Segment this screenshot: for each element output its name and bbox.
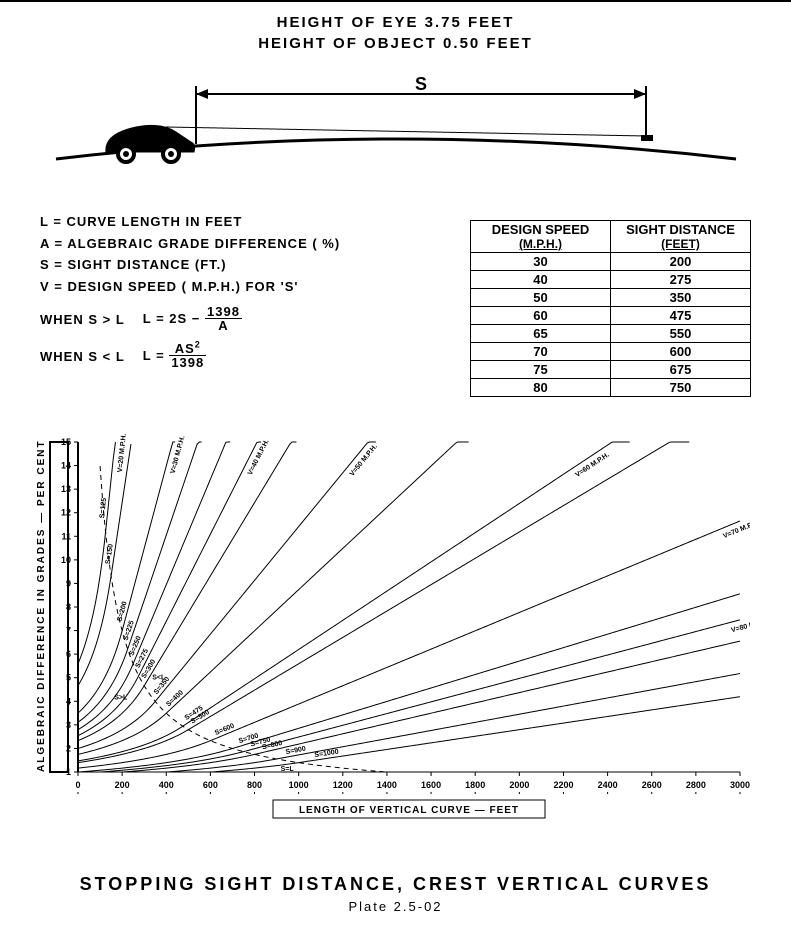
svg-text:1200: 1200: [333, 780, 353, 790]
svg-text:1800: 1800: [465, 780, 485, 790]
def-A: A = ALGEBRAIC GRADE DIFFERENCE ( %): [40, 234, 410, 254]
definitions: L = CURVE LENGTH IN FEET A = ALGEBRAIC G…: [40, 212, 410, 370]
svg-text:10: 10: [61, 555, 71, 565]
table-cell: 600: [611, 343, 751, 361]
formula-s-lt-l: WHEN S < L L = AS2 1398: [40, 343, 410, 370]
svg-text:1600: 1600: [421, 780, 441, 790]
crest-diagram: S: [46, 64, 746, 174]
car-icon: [105, 125, 194, 162]
svg-text:200: 200: [115, 780, 130, 790]
y-axis-label: ALGEBRAIC DIFFERENCE IN GRADES — PER CEN…: [36, 439, 47, 772]
table-cell: 675: [611, 361, 751, 379]
svg-text:V=80 M.P.H.: V=80 M.P.H.: [731, 618, 750, 635]
svg-text:1400: 1400: [377, 780, 397, 790]
svg-text:0: 0: [75, 780, 80, 790]
table-cell: 50: [471, 289, 611, 307]
table-row: 40275: [471, 271, 751, 289]
table-row: 65550: [471, 325, 751, 343]
formula-s-gt-l: WHEN S > L L = 2S − 1398 A: [40, 306, 410, 333]
th-distance: SIGHT DISTANCE (FEET): [611, 221, 751, 253]
svg-text:V=60 M.P.H.: V=60 M.P.H.: [574, 452, 610, 479]
svg-text:S=L: S=L: [281, 766, 295, 773]
header-line-2: HEIGHT OF OBJECT 0.50 FEET: [0, 33, 791, 54]
th-speed: DESIGN SPEED (M.P.H.): [471, 221, 611, 253]
plate-label: Plate 2.5-02: [0, 899, 791, 914]
page: HEIGHT OF EYE 3.75 FEET HEIGHT OF OBJECT…: [0, 0, 791, 932]
table-row: 60475: [471, 307, 751, 325]
object-block: [641, 135, 653, 141]
svg-text:V=40 M.P.H.: V=40 M.P.H.: [247, 438, 271, 476]
table-cell: 275: [611, 271, 751, 289]
svg-text:2200: 2200: [553, 780, 573, 790]
table-row: 70600: [471, 343, 751, 361]
table-cell: 200: [611, 253, 751, 271]
svg-text:400: 400: [159, 780, 174, 790]
chart: ALGEBRAIC DIFFERENCE IN GRADES — PER CEN…: [40, 432, 750, 832]
svg-text:800: 800: [247, 780, 262, 790]
table-row: 75675: [471, 361, 751, 379]
cond-1: WHEN S > L: [40, 310, 125, 330]
svg-text:11: 11: [61, 531, 71, 541]
def-S: S = SIGHT DISTANCE (FT.): [40, 255, 410, 275]
frac-1: 1398 A: [205, 305, 242, 332]
table-row: 80750: [471, 379, 751, 397]
svg-text:1000: 1000: [289, 780, 309, 790]
table-cell: 750: [611, 379, 751, 397]
table-cell: 75: [471, 361, 611, 379]
cond-2: WHEN S < L: [40, 347, 125, 367]
svg-text:V=70 M.P.H.: V=70 M.P.H.: [722, 519, 750, 540]
svg-text:2800: 2800: [686, 780, 706, 790]
svg-text:V=30 M.P.H.: V=30 M.P.H.: [170, 435, 187, 475]
frac-2: AS2 1398: [169, 342, 206, 369]
svg-text:LENGTH OF VERTICAL CURVE — FEE: LENGTH OF VERTICAL CURVE — FEET: [299, 805, 519, 816]
table-cell: 30: [471, 253, 611, 271]
svg-text:2000: 2000: [509, 780, 529, 790]
chart-svg: 1234567891011121314150200400600800100012…: [40, 432, 750, 832]
table-cell: 475: [611, 307, 751, 325]
header: HEIGHT OF EYE 3.75 FEET HEIGHT OF OBJECT…: [0, 2, 791, 54]
svg-text:12: 12: [61, 508, 71, 518]
table-cell: 350: [611, 289, 751, 307]
svg-text:S=900: S=900: [285, 746, 306, 757]
table-cell: 70: [471, 343, 611, 361]
s-label: S: [414, 74, 426, 94]
table-row: 50350: [471, 289, 751, 307]
svg-text:S<L: S<L: [152, 675, 166, 682]
table-cell: 80: [471, 379, 611, 397]
svg-text:2400: 2400: [598, 780, 618, 790]
def-L: L = CURVE LENGTH IN FEET: [40, 212, 410, 232]
svg-text:600: 600: [203, 780, 218, 790]
table-cell: 550: [611, 325, 751, 343]
sight-line: [166, 127, 646, 136]
table-cell: 65: [471, 325, 611, 343]
main-title: STOPPING SIGHT DISTANCE, CREST VERTICAL …: [0, 874, 791, 895]
table-cell: 60: [471, 307, 611, 325]
svg-text:13: 13: [61, 484, 71, 494]
sight-distance-table: DESIGN SPEED (M.P.H.) SIGHT DISTANCE (FE…: [470, 220, 751, 397]
formula-2: L = AS2 1398: [143, 343, 206, 370]
svg-text:14: 14: [61, 461, 71, 471]
svg-text:3000: 3000: [730, 780, 750, 790]
s-arrow-right: [634, 89, 646, 99]
formula-1: L = 2S − 1398 A: [143, 306, 242, 333]
table-cell: 40: [471, 271, 611, 289]
s-arrow-left: [196, 89, 208, 99]
svg-text:2600: 2600: [642, 780, 662, 790]
diagram-svg: S: [46, 64, 746, 174]
table-row: 30200: [471, 253, 751, 271]
header-line-1: HEIGHT OF EYE 3.75 FEET: [0, 12, 791, 33]
def-V: V = DESIGN SPEED ( M.P.H.) FOR 'S': [40, 277, 410, 297]
svg-text:S>L: S>L: [114, 695, 128, 702]
title-area: STOPPING SIGHT DISTANCE, CREST VERTICAL …: [0, 874, 791, 914]
svg-text:V=20 M.P.H.: V=20 M.P.H.: [117, 433, 128, 473]
sight-table: DESIGN SPEED (M.P.H.) SIGHT DISTANCE (FE…: [470, 220, 751, 397]
